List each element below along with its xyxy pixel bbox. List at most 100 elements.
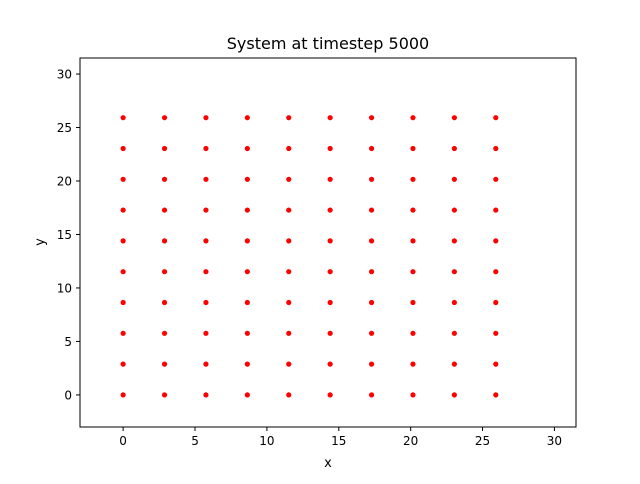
scatter-point xyxy=(410,299,416,306)
x-axis-label: x xyxy=(324,456,332,471)
ticks-layer: 0 5 10 15 20 25 30 0 5 10 15 20 25 30 xyxy=(57,68,562,448)
scatter-point xyxy=(493,269,499,275)
scatter-point xyxy=(368,207,375,213)
chart-title: System at timestep 5000 xyxy=(227,34,429,53)
scatter-point xyxy=(161,392,168,398)
scatter-point xyxy=(286,145,292,152)
x-tick-label: 10 xyxy=(259,434,274,448)
scatter-point xyxy=(493,299,499,306)
scatter-point xyxy=(493,330,499,336)
scatter-point xyxy=(410,115,416,121)
scatter-point xyxy=(161,269,168,275)
scatter-point xyxy=(368,269,375,275)
scatter-point xyxy=(327,145,333,152)
scatter-point xyxy=(368,392,375,398)
scatter-point xyxy=(368,299,375,306)
y-tick-label: 10 xyxy=(57,281,72,295)
scatter-point xyxy=(161,330,168,336)
scatter-point xyxy=(203,299,209,306)
scatter-point xyxy=(286,207,292,213)
scatter-point xyxy=(244,392,250,398)
scatter-point xyxy=(161,238,168,244)
scatter-point xyxy=(493,115,499,121)
x-tick-label: 5 xyxy=(191,434,199,448)
scatter-point xyxy=(368,115,375,121)
scatter-point xyxy=(203,176,209,182)
scatter-point xyxy=(410,207,416,213)
points-layer xyxy=(120,115,499,398)
scatter-point xyxy=(161,361,168,367)
scatter-point xyxy=(327,176,333,182)
scatter-point xyxy=(286,176,292,182)
scatter-point xyxy=(120,145,126,152)
scatter-point xyxy=(161,176,168,182)
scatter-point xyxy=(451,330,457,336)
scatter-point xyxy=(120,392,126,398)
scatter-point xyxy=(244,361,250,367)
scatter-point xyxy=(410,361,416,367)
y-tick-label: 25 xyxy=(57,121,72,135)
scatter-point xyxy=(244,145,250,152)
scatter-point xyxy=(493,207,499,213)
scatter-point xyxy=(120,207,126,213)
scatter-point xyxy=(327,207,333,213)
scatter-point xyxy=(161,207,168,213)
scatter-point xyxy=(120,176,126,182)
y-axis-label: y xyxy=(33,238,48,246)
x-tick-label: 30 xyxy=(547,434,562,448)
scatter-point xyxy=(203,330,209,336)
scatter-point xyxy=(286,269,292,275)
x-tick-label: 0 xyxy=(119,434,127,448)
y-tick-label: 15 xyxy=(57,228,72,242)
scatter-point xyxy=(120,238,126,244)
y-tick-label: 0 xyxy=(64,388,72,402)
scatter-point xyxy=(244,299,250,306)
scatter-point xyxy=(493,145,499,152)
scatter-point xyxy=(368,330,375,336)
scatter-point xyxy=(410,269,416,275)
scatter-point xyxy=(327,330,333,336)
y-tick-label: 5 xyxy=(64,335,72,349)
scatter-point xyxy=(327,392,333,398)
scatter-point xyxy=(327,269,333,275)
scatter-point xyxy=(203,361,209,367)
scatter-point xyxy=(451,115,457,121)
scatter-point xyxy=(161,145,168,152)
scatter-point xyxy=(493,392,499,398)
scatter-point xyxy=(368,145,375,152)
scatter-point xyxy=(451,207,457,213)
scatter-point xyxy=(327,238,333,244)
scatter-point xyxy=(451,176,457,182)
scatter-point xyxy=(203,115,209,121)
scatter-point xyxy=(203,207,209,213)
scatter-point xyxy=(410,176,416,182)
x-tick-label: 25 xyxy=(475,434,490,448)
scatter-point xyxy=(327,115,333,121)
scatter-point xyxy=(120,330,126,336)
scatter-point xyxy=(368,176,375,182)
scatter-point xyxy=(327,361,333,367)
scatter-point xyxy=(286,115,292,121)
scatter-point xyxy=(244,238,250,244)
plot-area-frame xyxy=(79,57,577,428)
scatter-point xyxy=(368,238,375,244)
scatter-point xyxy=(244,176,250,182)
scatter-point xyxy=(244,330,250,336)
scatter-point xyxy=(203,238,209,244)
scatter-point xyxy=(120,361,126,367)
y-tick-label: 30 xyxy=(57,68,72,82)
scatter-point xyxy=(451,269,457,275)
scatter-point xyxy=(161,115,168,121)
scatter-point xyxy=(286,330,292,336)
scatter-point xyxy=(410,145,416,152)
scatter-point xyxy=(203,269,209,275)
scatter-point xyxy=(493,361,499,367)
scatter-point xyxy=(451,361,457,367)
x-tick-label: 15 xyxy=(331,434,346,448)
scatter-point xyxy=(203,145,209,152)
scatter-point xyxy=(368,361,375,367)
scatter-point xyxy=(286,299,292,306)
